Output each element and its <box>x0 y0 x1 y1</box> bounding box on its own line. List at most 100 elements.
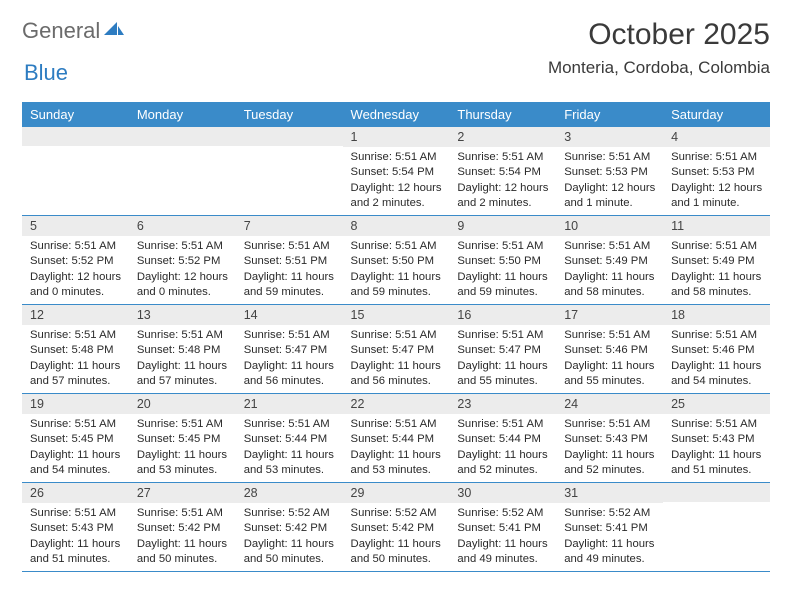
day-details: Sunrise: 5:51 AMSunset: 5:52 PMDaylight:… <box>22 236 129 304</box>
sunrise-line: Sunrise: 5:51 AM <box>351 239 444 254</box>
day-number: 1 <box>343 127 450 147</box>
sunset-line: Sunset: 5:45 PM <box>137 432 230 447</box>
calendar-day-cell: 3Sunrise: 5:51 AMSunset: 5:53 PMDaylight… <box>556 127 663 216</box>
day-number: 27 <box>129 483 236 503</box>
day-details: Sunrise: 5:51 AMSunset: 5:49 PMDaylight:… <box>556 236 663 304</box>
sunset-line: Sunset: 5:48 PM <box>30 343 123 358</box>
calendar-day-cell: 22Sunrise: 5:51 AMSunset: 5:44 PMDayligh… <box>343 394 450 483</box>
sunset-line: Sunset: 5:53 PM <box>671 165 764 180</box>
calendar-day-cell: 24Sunrise: 5:51 AMSunset: 5:43 PMDayligh… <box>556 394 663 483</box>
day-details: Sunrise: 5:51 AMSunset: 5:53 PMDaylight:… <box>663 147 770 215</box>
daylight-line: Daylight: 11 hours and 54 minutes. <box>30 448 123 479</box>
day-details: Sunrise: 5:51 AMSunset: 5:54 PMDaylight:… <box>449 147 556 215</box>
brand-logo: General <box>22 18 126 44</box>
calendar-day-cell: 21Sunrise: 5:51 AMSunset: 5:44 PMDayligh… <box>236 394 343 483</box>
day-details: Sunrise: 5:51 AMSunset: 5:50 PMDaylight:… <box>449 236 556 304</box>
daylight-line: Daylight: 12 hours and 1 minute. <box>671 181 764 212</box>
daylight-line: Daylight: 11 hours and 50 minutes. <box>137 537 230 568</box>
sunrise-line: Sunrise: 5:52 AM <box>457 506 550 521</box>
day-details: Sunrise: 5:51 AMSunset: 5:43 PMDaylight:… <box>663 414 770 482</box>
daylight-line: Daylight: 11 hours and 51 minutes. <box>671 448 764 479</box>
sunset-line: Sunset: 5:53 PM <box>564 165 657 180</box>
calendar-day-cell: 2Sunrise: 5:51 AMSunset: 5:54 PMDaylight… <box>449 127 556 216</box>
sunset-line: Sunset: 5:42 PM <box>244 521 337 536</box>
calendar-day-cell: 27Sunrise: 5:51 AMSunset: 5:42 PMDayligh… <box>129 483 236 572</box>
daylight-line: Daylight: 11 hours and 52 minutes. <box>564 448 657 479</box>
calendar-day-cell: 4Sunrise: 5:51 AMSunset: 5:53 PMDaylight… <box>663 127 770 216</box>
sunset-line: Sunset: 5:47 PM <box>457 343 550 358</box>
daylight-line: Daylight: 12 hours and 2 minutes. <box>351 181 444 212</box>
day-number: 28 <box>236 483 343 503</box>
daylight-line: Daylight: 11 hours and 57 minutes. <box>137 359 230 390</box>
calendar-day-cell: 14Sunrise: 5:51 AMSunset: 5:47 PMDayligh… <box>236 305 343 394</box>
sunrise-line: Sunrise: 5:51 AM <box>564 150 657 165</box>
day-number: 22 <box>343 394 450 414</box>
sunrise-line: Sunrise: 5:51 AM <box>244 328 337 343</box>
sunset-line: Sunset: 5:44 PM <box>244 432 337 447</box>
sunset-line: Sunset: 5:43 PM <box>30 521 123 536</box>
weekday-header: Saturday <box>663 102 770 127</box>
sunrise-line: Sunrise: 5:51 AM <box>671 417 764 432</box>
day-details: Sunrise: 5:51 AMSunset: 5:48 PMDaylight:… <box>129 325 236 393</box>
day-number: 31 <box>556 483 663 503</box>
calendar-day-cell: 26Sunrise: 5:51 AMSunset: 5:43 PMDayligh… <box>22 483 129 572</box>
day-number: 11 <box>663 216 770 236</box>
calendar-day-cell: 1Sunrise: 5:51 AMSunset: 5:54 PMDaylight… <box>343 127 450 216</box>
calendar-empty-cell <box>236 127 343 216</box>
empty-day-band <box>663 483 770 502</box>
calendar-row: 1Sunrise: 5:51 AMSunset: 5:54 PMDaylight… <box>22 127 770 216</box>
calendar-day-cell: 5Sunrise: 5:51 AMSunset: 5:52 PMDaylight… <box>22 216 129 305</box>
sunset-line: Sunset: 5:50 PM <box>457 254 550 269</box>
day-number: 5 <box>22 216 129 236</box>
sunrise-line: Sunrise: 5:51 AM <box>351 328 444 343</box>
brand-sail-icon <box>104 20 124 41</box>
day-number: 18 <box>663 305 770 325</box>
calendar-day-cell: 13Sunrise: 5:51 AMSunset: 5:48 PMDayligh… <box>129 305 236 394</box>
daylight-line: Daylight: 11 hours and 59 minutes. <box>244 270 337 301</box>
sunrise-line: Sunrise: 5:51 AM <box>457 328 550 343</box>
day-details: Sunrise: 5:51 AMSunset: 5:44 PMDaylight:… <box>449 414 556 482</box>
day-number: 2 <box>449 127 556 147</box>
daylight-line: Daylight: 11 hours and 52 minutes. <box>457 448 550 479</box>
calendar-day-cell: 18Sunrise: 5:51 AMSunset: 5:46 PMDayligh… <box>663 305 770 394</box>
calendar-row: 26Sunrise: 5:51 AMSunset: 5:43 PMDayligh… <box>22 483 770 572</box>
day-details: Sunrise: 5:51 AMSunset: 5:53 PMDaylight:… <box>556 147 663 215</box>
sunset-line: Sunset: 5:52 PM <box>30 254 123 269</box>
daylight-line: Daylight: 12 hours and 1 minute. <box>564 181 657 212</box>
daylight-line: Daylight: 11 hours and 49 minutes. <box>457 537 550 568</box>
day-details: Sunrise: 5:51 AMSunset: 5:47 PMDaylight:… <box>236 325 343 393</box>
day-details: Sunrise: 5:52 AMSunset: 5:41 PMDaylight:… <box>449 503 556 571</box>
day-number: 12 <box>22 305 129 325</box>
day-details: Sunrise: 5:51 AMSunset: 5:44 PMDaylight:… <box>236 414 343 482</box>
daylight-line: Daylight: 11 hours and 55 minutes. <box>457 359 550 390</box>
weekday-header: Wednesday <box>343 102 450 127</box>
day-number: 25 <box>663 394 770 414</box>
sunset-line: Sunset: 5:50 PM <box>351 254 444 269</box>
daylight-line: Daylight: 11 hours and 55 minutes. <box>564 359 657 390</box>
sunrise-line: Sunrise: 5:51 AM <box>564 328 657 343</box>
daylight-line: Daylight: 11 hours and 58 minutes. <box>671 270 764 301</box>
calendar-day-cell: 16Sunrise: 5:51 AMSunset: 5:47 PMDayligh… <box>449 305 556 394</box>
sunrise-line: Sunrise: 5:52 AM <box>351 506 444 521</box>
daylight-line: Daylight: 11 hours and 53 minutes. <box>137 448 230 479</box>
sunrise-line: Sunrise: 5:51 AM <box>244 239 337 254</box>
sunrise-line: Sunrise: 5:51 AM <box>137 417 230 432</box>
day-details: Sunrise: 5:51 AMSunset: 5:52 PMDaylight:… <box>129 236 236 304</box>
day-details: Sunrise: 5:51 AMSunset: 5:43 PMDaylight:… <box>556 414 663 482</box>
calendar-day-cell: 11Sunrise: 5:51 AMSunset: 5:49 PMDayligh… <box>663 216 770 305</box>
day-number: 4 <box>663 127 770 147</box>
sunset-line: Sunset: 5:49 PM <box>564 254 657 269</box>
calendar-day-cell: 7Sunrise: 5:51 AMSunset: 5:51 PMDaylight… <box>236 216 343 305</box>
day-details: Sunrise: 5:51 AMSunset: 5:47 PMDaylight:… <box>343 325 450 393</box>
sunrise-line: Sunrise: 5:51 AM <box>671 150 764 165</box>
calendar-row: 19Sunrise: 5:51 AMSunset: 5:45 PMDayligh… <box>22 394 770 483</box>
sunset-line: Sunset: 5:42 PM <box>137 521 230 536</box>
weekday-header-row: SundayMondayTuesdayWednesdayThursdayFrid… <box>22 102 770 127</box>
calendar-table: SundayMondayTuesdayWednesdayThursdayFrid… <box>22 102 770 572</box>
calendar-day-cell: 12Sunrise: 5:51 AMSunset: 5:48 PMDayligh… <box>22 305 129 394</box>
weekday-header: Monday <box>129 102 236 127</box>
calendar-day-cell: 29Sunrise: 5:52 AMSunset: 5:42 PMDayligh… <box>343 483 450 572</box>
sunset-line: Sunset: 5:48 PM <box>137 343 230 358</box>
day-details: Sunrise: 5:51 AMSunset: 5:45 PMDaylight:… <box>22 414 129 482</box>
sunrise-line: Sunrise: 5:51 AM <box>564 239 657 254</box>
